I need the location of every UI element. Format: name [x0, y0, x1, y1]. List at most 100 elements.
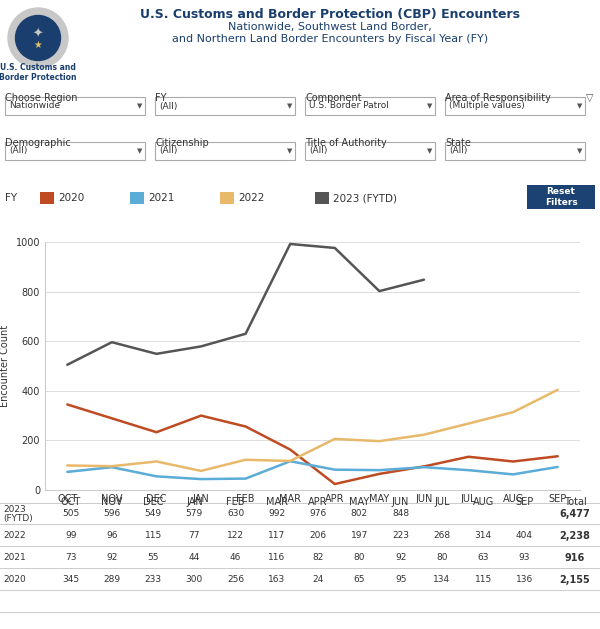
Text: FY: FY	[155, 93, 167, 103]
Text: ▼: ▼	[137, 103, 142, 109]
Text: 268: 268	[433, 532, 451, 540]
Text: Component: Component	[305, 93, 362, 103]
Text: ✦: ✦	[33, 28, 43, 40]
Text: 345: 345	[62, 576, 79, 584]
Y-axis label: Encounter Count: Encounter Count	[0, 325, 10, 407]
Text: DEC: DEC	[143, 497, 163, 507]
Text: 916: 916	[565, 553, 585, 563]
Text: FY Nationwide Encounters by Month: FY Nationwide Encounters by Month	[158, 221, 442, 235]
Bar	[155, 97, 295, 115]
Text: Total: Total	[563, 497, 586, 507]
Bar	[305, 142, 435, 160]
Text: 2,238: 2,238	[560, 531, 590, 541]
Bar	[445, 142, 585, 160]
Text: Nationwide, Southwest Land Border,: Nationwide, Southwest Land Border,	[228, 22, 432, 32]
Text: 802: 802	[351, 509, 368, 518]
Text: 404: 404	[516, 532, 533, 540]
Text: ▼: ▼	[577, 148, 583, 154]
Text: 117: 117	[268, 532, 286, 540]
Bar	[445, 97, 585, 115]
Text: ★: ★	[34, 40, 43, 50]
Text: and Northern Land Border Encounters by Fiscal Year (FY): and Northern Land Border Encounters by F…	[172, 34, 488, 44]
Text: 73: 73	[65, 554, 76, 562]
Text: ▼: ▼	[577, 103, 583, 109]
Text: JUL: JUL	[434, 497, 449, 507]
Text: 206: 206	[310, 532, 326, 540]
Text: 115: 115	[475, 576, 492, 584]
Text: 300: 300	[186, 576, 203, 584]
Text: U.S. Customs and Border Protection (CBP) Encounters: U.S. Customs and Border Protection (CBP)…	[140, 8, 520, 21]
Text: 2020: 2020	[58, 193, 84, 203]
Text: ▼: ▼	[137, 148, 142, 154]
Text: SEP: SEP	[515, 497, 533, 507]
Text: MAR: MAR	[266, 497, 288, 507]
Text: 92: 92	[106, 554, 118, 562]
Text: 80: 80	[436, 554, 448, 562]
Bar	[5, 142, 145, 160]
Text: 55: 55	[148, 554, 159, 562]
Text: 46: 46	[230, 554, 241, 562]
Text: 80: 80	[353, 554, 365, 562]
Text: 95: 95	[395, 576, 406, 584]
Text: 2023
(FYTD): 2023 (FYTD)	[3, 504, 33, 523]
Text: 2023 (FYTD): 2023 (FYTD)	[333, 193, 397, 203]
Text: 505: 505	[62, 509, 79, 518]
Text: (Multiple values): (Multiple values)	[449, 101, 525, 111]
Text: 848: 848	[392, 509, 409, 518]
Text: ▼: ▼	[287, 148, 292, 154]
Text: 630: 630	[227, 509, 244, 518]
Text: 93: 93	[518, 554, 530, 562]
Text: U.S. Customs and
Border Protection: U.S. Customs and Border Protection	[0, 63, 77, 82]
Text: 2,155: 2,155	[560, 575, 590, 585]
Text: 136: 136	[516, 576, 533, 584]
Text: ▼: ▼	[427, 148, 433, 154]
Text: 314: 314	[475, 532, 491, 540]
Text: NOV: NOV	[101, 497, 122, 507]
Text: 2022: 2022	[238, 193, 265, 203]
Text: FEB: FEB	[226, 497, 245, 507]
Bar	[155, 142, 295, 160]
Text: APR: APR	[308, 497, 328, 507]
Text: 197: 197	[351, 532, 368, 540]
Bar	[305, 97, 435, 115]
Text: 579: 579	[186, 509, 203, 518]
Text: ▽: ▽	[586, 93, 594, 103]
Text: 96: 96	[106, 532, 118, 540]
Text: OCT: OCT	[61, 497, 81, 507]
Text: AUG: AUG	[473, 497, 494, 507]
Text: ▼: ▼	[427, 103, 433, 109]
Text: State: State	[445, 138, 471, 148]
Text: 2022: 2022	[3, 532, 26, 540]
Text: FY: FY	[5, 193, 17, 203]
Text: Reset
Filters: Reset Filters	[545, 187, 577, 207]
Text: 44: 44	[189, 554, 200, 562]
Text: 223: 223	[392, 532, 409, 540]
Text: MAY: MAY	[349, 497, 370, 507]
Text: 63: 63	[478, 554, 489, 562]
Bar	[5, 97, 145, 115]
Text: 92: 92	[395, 554, 406, 562]
Text: (All): (All)	[159, 101, 178, 111]
Text: ▼: ▼	[287, 103, 292, 109]
Text: (All): (All)	[449, 147, 467, 155]
Text: U.S. Border Patrol: U.S. Border Patrol	[309, 101, 389, 111]
Text: 65: 65	[353, 576, 365, 584]
Text: Demographic: Demographic	[5, 138, 71, 148]
Text: JUN: JUN	[392, 497, 409, 507]
Bar	[220, 192, 234, 204]
Text: Area of Responsibility: Area of Responsibility	[445, 93, 551, 103]
Text: 99: 99	[65, 532, 76, 540]
Text: Nationwide: Nationwide	[9, 101, 60, 111]
Text: 2021: 2021	[3, 554, 26, 562]
Text: 233: 233	[145, 576, 161, 584]
Text: 549: 549	[145, 509, 161, 518]
Text: 134: 134	[433, 576, 451, 584]
Text: 596: 596	[103, 509, 121, 518]
Bar	[130, 192, 144, 204]
Text: 116: 116	[268, 554, 286, 562]
Text: 256: 256	[227, 576, 244, 584]
Bar	[40, 192, 54, 204]
Text: 2020: 2020	[3, 576, 26, 584]
Text: 163: 163	[268, 576, 286, 584]
Text: (All): (All)	[9, 147, 28, 155]
